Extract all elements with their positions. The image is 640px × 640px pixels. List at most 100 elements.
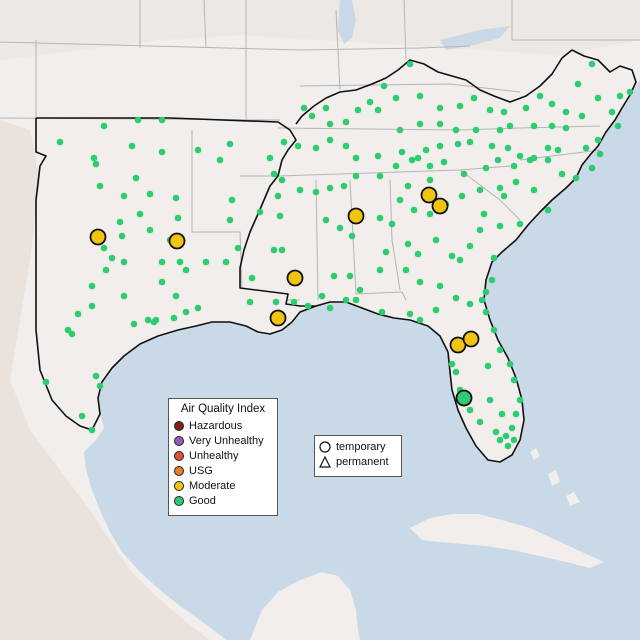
monitor-dot[interactable] xyxy=(504,442,512,450)
monitor-dot[interactable] xyxy=(436,104,444,112)
monitor-dot[interactable] xyxy=(226,140,234,148)
monitor-dot[interactable] xyxy=(588,164,596,172)
monitor-dot[interactable] xyxy=(340,182,348,190)
monitor-dot[interactable] xyxy=(248,274,256,282)
monitor-dot[interactable] xyxy=(158,116,166,124)
monitor-dot[interactable] xyxy=(78,412,86,420)
monitor-marker-moderate[interactable] xyxy=(420,186,438,204)
monitor-dot[interactable] xyxy=(616,92,624,100)
monitor-marker-moderate[interactable] xyxy=(462,330,480,348)
monitor-dot[interactable] xyxy=(392,162,400,170)
monitor-dot[interactable] xyxy=(172,194,180,202)
monitor-dot[interactable] xyxy=(482,288,490,296)
monitor-dot[interactable] xyxy=(56,138,64,146)
monitor-dot[interactable] xyxy=(376,214,384,222)
monitor-dot[interactable] xyxy=(326,136,334,144)
monitor-dot[interactable] xyxy=(516,220,524,228)
monitor-dot[interactable] xyxy=(280,138,288,146)
monitor-dot[interactable] xyxy=(396,196,404,204)
monitor-dot[interactable] xyxy=(436,282,444,290)
monitor-dot[interactable] xyxy=(452,294,460,302)
monitor-dot[interactable] xyxy=(414,154,422,162)
monitor-dot[interactable] xyxy=(134,116,142,124)
monitor-dot[interactable] xyxy=(92,372,100,380)
monitor-dot[interactable] xyxy=(456,102,464,110)
monitor-dot[interactable] xyxy=(120,192,128,200)
monitor-dot[interactable] xyxy=(582,144,590,152)
monitor-dot[interactable] xyxy=(488,142,496,150)
monitor-dot[interactable] xyxy=(354,106,362,114)
monitor-dot[interactable] xyxy=(504,144,512,152)
monitor-marker-moderate[interactable] xyxy=(89,228,107,246)
monitor-dot[interactable] xyxy=(272,298,280,306)
monitor-dot[interactable] xyxy=(426,210,434,218)
monitor-dot[interactable] xyxy=(226,216,234,224)
monitor-dot[interactable] xyxy=(466,242,474,250)
monitor-dot[interactable] xyxy=(342,296,350,304)
monitor-dot[interactable] xyxy=(432,236,440,244)
monitor-dot[interactable] xyxy=(510,436,518,444)
monitor-dot[interactable] xyxy=(406,310,414,318)
monitor-dot[interactable] xyxy=(374,106,382,114)
monitor-dot[interactable] xyxy=(274,192,282,200)
monitor-dot[interactable] xyxy=(336,224,344,232)
monitor-dot[interactable] xyxy=(402,266,410,274)
monitor-dot[interactable] xyxy=(100,122,108,130)
monitor-marker-moderate[interactable] xyxy=(431,197,449,215)
monitor-dot[interactable] xyxy=(530,122,538,130)
monitor-dot[interactable] xyxy=(466,406,474,414)
monitor-dot[interactable] xyxy=(330,272,338,280)
monitor-dot[interactable] xyxy=(548,100,556,108)
monitor-dot[interactable] xyxy=(574,80,582,88)
monitor-dot[interactable] xyxy=(578,112,586,120)
monitor-dot[interactable] xyxy=(318,292,326,300)
monitor-dot[interactable] xyxy=(90,154,98,162)
monitor-dot[interactable] xyxy=(500,108,508,116)
monitor-dot[interactable] xyxy=(326,120,334,128)
monitor-dot[interactable] xyxy=(278,176,286,184)
monitor-dot[interactable] xyxy=(490,326,498,334)
monitor-dot[interactable] xyxy=(558,170,566,178)
monitor-dot[interactable] xyxy=(544,156,552,164)
monitor-dot[interactable] xyxy=(222,258,230,266)
monitor-dot[interactable] xyxy=(500,192,508,200)
monitor-dot[interactable] xyxy=(136,210,144,218)
monitor-dot[interactable] xyxy=(516,152,524,160)
monitor-dot[interactable] xyxy=(88,282,96,290)
monitor-dot[interactable] xyxy=(246,298,254,306)
monitor-dot[interactable] xyxy=(300,104,308,112)
monitor-dot[interactable] xyxy=(498,410,506,418)
monitor-dot[interactable] xyxy=(536,92,544,100)
monitor-dot[interactable] xyxy=(452,126,460,134)
monitor-dot[interactable] xyxy=(476,418,484,426)
monitor-dot[interactable] xyxy=(456,256,464,264)
monitor-dot[interactable] xyxy=(100,244,108,252)
monitor-dot[interactable] xyxy=(436,142,444,150)
monitor-dot[interactable] xyxy=(416,92,424,100)
monitor-dot[interactable] xyxy=(342,118,350,126)
monitor-dot[interactable] xyxy=(276,212,284,220)
monitor-dot[interactable] xyxy=(530,186,538,194)
monitor-dot[interactable] xyxy=(290,298,298,306)
monitor-dot[interactable] xyxy=(202,258,210,266)
monitor-marker-moderate[interactable] xyxy=(286,269,304,287)
monitor-dot[interactable] xyxy=(176,258,184,266)
monitor-marker-moderate[interactable] xyxy=(269,309,287,327)
monitor-dot[interactable] xyxy=(440,158,448,166)
monitor-dot[interactable] xyxy=(270,246,278,254)
monitor-dot[interactable] xyxy=(376,172,384,180)
monitor-dot[interactable] xyxy=(380,82,388,90)
monitor-dot[interactable] xyxy=(476,186,484,194)
monitor-dot[interactable] xyxy=(42,378,50,386)
monitor-dot[interactable] xyxy=(404,240,412,248)
monitor-dot[interactable] xyxy=(448,252,456,260)
monitor-dot[interactable] xyxy=(416,278,424,286)
monitor-dot[interactable] xyxy=(414,250,422,258)
monitor-dot[interactable] xyxy=(458,192,466,200)
monitor-dot[interactable] xyxy=(516,396,524,404)
monitor-dot[interactable] xyxy=(510,376,518,384)
monitor-dot[interactable] xyxy=(482,308,490,316)
monitor-dot[interactable] xyxy=(278,246,286,254)
